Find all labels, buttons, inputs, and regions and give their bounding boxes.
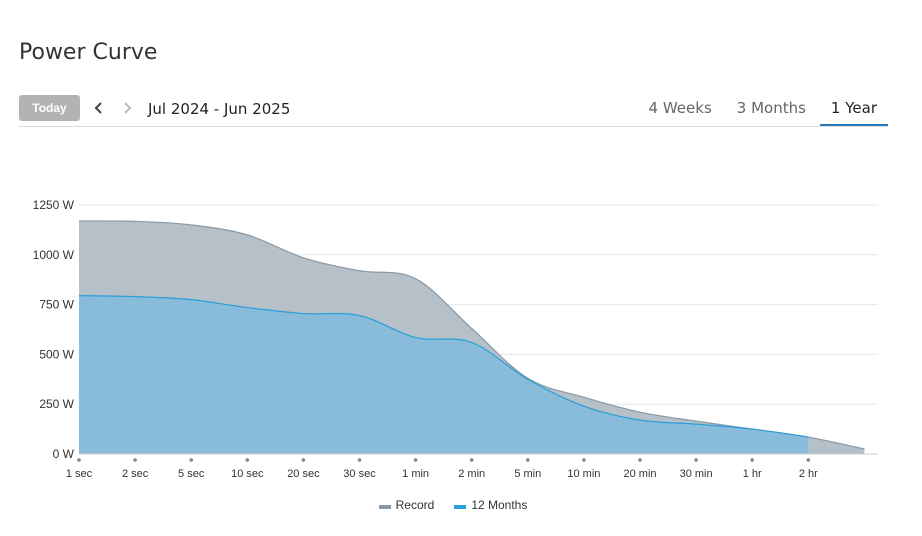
- x-tick-mark: [638, 458, 642, 462]
- data-point-12-months[interactable]: [355, 311, 365, 321]
- data-point-12-months[interactable]: [579, 401, 589, 411]
- x-tick-label: 20 sec: [287, 468, 320, 480]
- x-tick-mark: [750, 458, 754, 462]
- data-point-12-months[interactable]: [635, 415, 645, 425]
- data-point-12-months[interactable]: [242, 303, 252, 313]
- x-tick-mark: [582, 458, 586, 462]
- legend-swatch-12-months: [454, 505, 467, 509]
- x-tick-label: 2 min: [458, 468, 485, 480]
- legend-label-record: Record: [395, 498, 435, 512]
- x-tick-mark: [413, 458, 418, 462]
- x-tick-label: 2 hr: [799, 468, 818, 480]
- x-tick-label: 5 sec: [178, 468, 205, 480]
- data-point-record[interactable]: [467, 324, 477, 334]
- data-point-record[interactable]: [355, 266, 365, 276]
- y-tick-label: 1000 W: [33, 248, 75, 262]
- x-tick-label: 10 min: [567, 468, 600, 480]
- x-tick-mark: [133, 458, 137, 462]
- x-tick-label: 5 min: [514, 468, 541, 480]
- data-point-record[interactable]: [74, 216, 84, 226]
- data-point-12-months[interactable]: [747, 424, 757, 434]
- legend-item-record[interactable]: Record: [378, 498, 435, 512]
- x-tick-mark: [694, 458, 698, 462]
- x-tick-label: 20 min: [623, 468, 656, 480]
- y-tick-label: 500 W: [39, 347, 74, 361]
- x-tick-label: 2 sec: [122, 468, 149, 480]
- page-title: Power Curve: [19, 40, 158, 65]
- x-tick-label: 30 sec: [343, 468, 376, 480]
- x-tick-mark: [526, 458, 530, 462]
- x-tick-label: 10 sec: [231, 468, 264, 480]
- legend-label-12-months: 12 Months: [471, 498, 528, 512]
- data-point-record[interactable]: [186, 220, 196, 230]
- tab-3-months[interactable]: 3 Months: [736, 99, 806, 117]
- series-area-12-months: [79, 295, 809, 454]
- today-button[interactable]: Today: [19, 95, 80, 121]
- data-point-12-months[interactable]: [186, 295, 196, 305]
- data-point-12-months[interactable]: [691, 419, 701, 429]
- y-tick-label: 1250 W: [33, 198, 75, 212]
- previous-period-button[interactable]: [89, 97, 109, 119]
- next-period-button[interactable]: [117, 97, 137, 119]
- x-tick-mark: [301, 458, 306, 462]
- y-tick-label: 750 W: [39, 298, 74, 312]
- x-tick-mark: [245, 458, 250, 462]
- x-tick-mark: [469, 458, 474, 462]
- data-point-record[interactable]: [579, 392, 589, 402]
- x-tick-label: 1 sec: [66, 468, 93, 480]
- chevron-right-icon: [124, 102, 132, 114]
- y-tick-label: 250 W: [39, 397, 74, 411]
- data-point-12-months[interactable]: [523, 374, 533, 384]
- date-toolbar: Today Jul 2024 - Jun 2025 4 Weeks 3 Mont…: [19, 95, 888, 127]
- date-range-label: Jul 2024 - Jun 2025: [148, 100, 291, 118]
- data-point-record[interactable]: [859, 444, 869, 454]
- tab-1-year[interactable]: 1 Year: [819, 95, 888, 126]
- chart-legend: Record 12 Months: [0, 498, 906, 512]
- x-tick-mark: [189, 458, 193, 462]
- x-tick-label: 30 min: [680, 468, 713, 480]
- series-line-record: [78, 220, 865, 450]
- data-point-12-months[interactable]: [411, 332, 421, 342]
- x-tick-mark: [77, 458, 81, 462]
- data-point-record[interactable]: [130, 216, 140, 226]
- data-point-12-months[interactable]: [803, 432, 813, 442]
- data-point-record[interactable]: [298, 253, 308, 263]
- data-point-12-months[interactable]: [74, 291, 84, 301]
- y-tick-label: 0 W: [53, 447, 75, 461]
- x-tick-mark: [806, 458, 811, 462]
- legend-swatch-record: [378, 505, 391, 509]
- series-line-12-months: [78, 295, 809, 438]
- power-curve-chart: 0 W 250 W 500 W 750 W 1000 W 1250 W 1 sec 2 sec…: [33, 198, 878, 480]
- data-point-12-months[interactable]: [467, 337, 477, 347]
- period-tabs: 4 Weeks 3 Months 1 Year: [635, 95, 888, 126]
- tab-4-weeks[interactable]: 4 Weeks: [648, 99, 712, 117]
- x-tick-label: 1 min: [402, 468, 429, 480]
- x-tick-label: 1 hr: [743, 468, 762, 480]
- x-tick-mark: [357, 458, 362, 462]
- data-point-record[interactable]: [242, 230, 252, 240]
- data-point-12-months[interactable]: [298, 309, 308, 319]
- legend-item-12-months[interactable]: 12 Months: [454, 498, 527, 512]
- data-point-record[interactable]: [411, 274, 421, 284]
- chevron-left-icon: [94, 102, 102, 114]
- data-point-12-months[interactable]: [130, 292, 140, 302]
